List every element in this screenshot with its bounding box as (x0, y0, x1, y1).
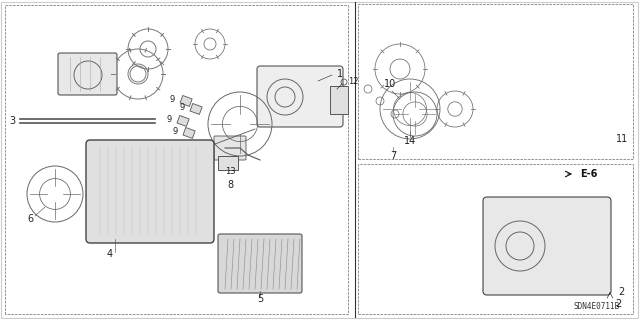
Text: 14: 14 (404, 136, 416, 146)
FancyBboxPatch shape (218, 234, 302, 293)
Text: 5: 5 (257, 294, 263, 304)
Text: 2: 2 (618, 287, 624, 297)
Bar (330, 86, 348, 114)
Text: 9: 9 (173, 127, 178, 136)
Bar (218, 156, 238, 170)
Text: 9: 9 (167, 115, 172, 123)
Bar (180, 95, 192, 107)
Text: 9: 9 (170, 94, 175, 103)
FancyBboxPatch shape (86, 140, 214, 243)
Text: E-6: E-6 (580, 169, 597, 179)
Bar (183, 128, 195, 138)
Bar (358, 4, 633, 159)
Bar (177, 115, 189, 126)
Text: 6: 6 (27, 214, 33, 224)
Text: 10: 10 (384, 79, 396, 89)
FancyBboxPatch shape (257, 66, 343, 127)
Text: 12: 12 (348, 78, 358, 86)
Text: 8: 8 (227, 180, 233, 190)
Text: SDN4E0711B: SDN4E0711B (573, 302, 620, 311)
Text: 4: 4 (107, 249, 113, 259)
Bar (358, 164, 633, 314)
Bar (190, 103, 202, 115)
Text: 3: 3 (9, 116, 15, 126)
FancyBboxPatch shape (58, 53, 117, 95)
FancyBboxPatch shape (214, 136, 246, 160)
Text: 7: 7 (390, 151, 396, 161)
Text: 2: 2 (615, 299, 621, 309)
Text: 11: 11 (616, 134, 628, 144)
Text: 13: 13 (225, 167, 236, 176)
FancyBboxPatch shape (483, 197, 611, 295)
Text: 9: 9 (180, 102, 185, 112)
Text: 1: 1 (337, 69, 343, 79)
